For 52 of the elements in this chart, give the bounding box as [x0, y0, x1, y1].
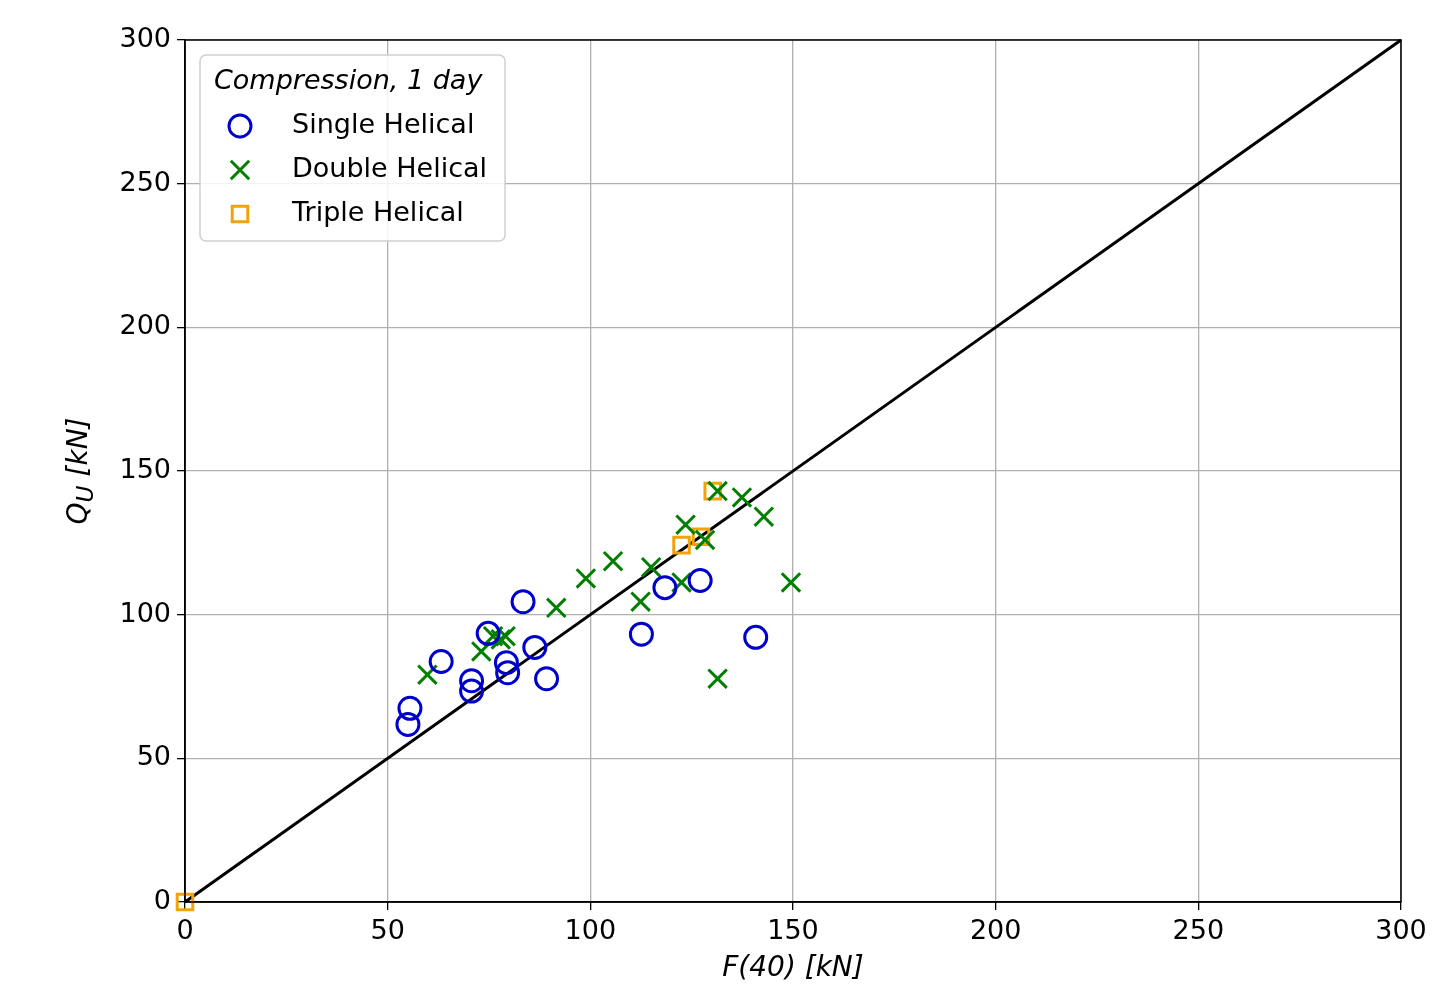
legend-label: Triple Helical: [291, 196, 464, 228]
y-tick-label: 250: [119, 165, 171, 197]
point: [545, 597, 567, 619]
point: [510, 589, 536, 615]
point: [470, 640, 492, 663]
point: [687, 567, 713, 593]
point: [694, 529, 716, 551]
point: [706, 668, 729, 690]
y-tick-label: 50: [136, 740, 171, 772]
point: [731, 486, 753, 509]
x-tick-label: 50: [370, 914, 405, 946]
x-tick-label: 0: [176, 914, 194, 946]
point: [628, 621, 654, 647]
point: [175, 892, 195, 912]
point: [640, 556, 662, 578]
point: [753, 505, 775, 528]
y-tick-label: 200: [119, 309, 171, 341]
x-tick-label: 100: [564, 914, 617, 946]
point: [522, 634, 548, 660]
point: [575, 567, 597, 590]
point: [475, 620, 501, 646]
point: [672, 535, 691, 555]
point: [493, 650, 519, 676]
point: [459, 678, 485, 704]
point: [534, 666, 560, 692]
point: [629, 591, 652, 613]
point: [495, 660, 521, 686]
point: [395, 711, 421, 737]
x-axis-title: F(40) [kN]: [721, 950, 865, 983]
point: [743, 624, 769, 650]
point: [416, 664, 439, 686]
y-tick-label: 100: [119, 596, 171, 628]
point: [780, 571, 802, 594]
point: [602, 550, 624, 572]
legend-label: Double Helical: [292, 152, 488, 184]
point: [428, 649, 454, 674]
x-tick-label: 250: [1172, 914, 1225, 946]
point: [706, 480, 729, 502]
point: [494, 625, 517, 647]
point: [459, 668, 485, 694]
y-tick-label: 150: [119, 453, 171, 485]
legend-label: Single Helical: [292, 108, 475, 140]
point: [397, 695, 423, 721]
legend-title: Compression, 1 day: [214, 64, 484, 96]
x-tick-label: 200: [969, 914, 1022, 946]
y-tick-label: 0: [153, 884, 171, 916]
y-tick-label: 300: [119, 22, 171, 54]
point: [652, 575, 678, 601]
x-tick-label: 300: [1375, 914, 1427, 946]
point: [674, 514, 697, 536]
x-tick-label: 150: [767, 914, 819, 946]
point: [490, 628, 512, 651]
